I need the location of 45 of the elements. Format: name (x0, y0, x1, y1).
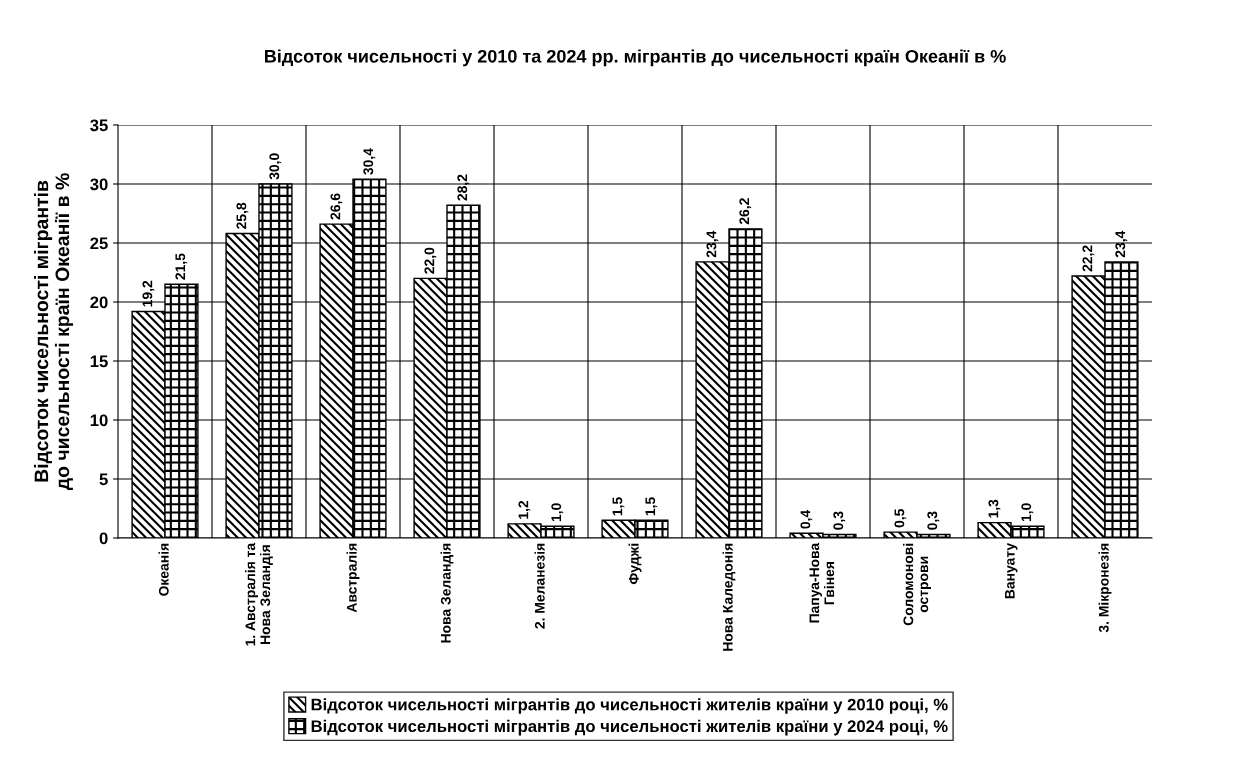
data-label: 23,4 (706, 230, 719, 258)
data-label: 1,2 (518, 500, 531, 519)
data-label: 1,5 (612, 497, 625, 516)
x-tick-label: Нова Каледонія (722, 543, 736, 651)
data-label: 26,6 (330, 193, 343, 220)
data-label: 0,3 (833, 511, 846, 530)
y-tick-label: 10 (90, 414, 108, 427)
x-tick-label: Океанія (158, 543, 169, 596)
data-label: 1,0 (551, 503, 564, 522)
data-label: 25,8 (236, 202, 249, 229)
x-tick-label: Вануату (1005, 542, 1018, 599)
y-tick-label: 25 (90, 237, 108, 250)
chart-title: Відсоток чисельності у 2010 та 2024 рр. мігрантів до чисельності країн Океанії в % (264, 49, 1006, 67)
data-label: 1,3 (988, 499, 1001, 518)
legend-label: Відсоток чисельності мігрантів до чисельності жителів країни у 2010 році, % (311, 698, 948, 714)
x-tick-label: 2. Меланезія (534, 543, 545, 629)
y-tick-label: 35 (90, 119, 108, 132)
data-label: 21,5 (175, 253, 188, 280)
data-label: 1,0 (1021, 503, 1034, 522)
data-label: 0,4 (800, 509, 813, 529)
data-label: 22,2 (1082, 245, 1095, 272)
x-tick-label: 1. Австралія та Нова Зеландія (245, 542, 273, 646)
x-tick-label: Фуджі (628, 543, 642, 585)
y-tick-label: 5 (99, 473, 108, 486)
x-tick-label: 3. Мікронезія (1098, 543, 1112, 633)
x-tick-label: Нова Зеландія (440, 543, 454, 643)
data-label: 23,4 (1115, 230, 1128, 258)
x-tick-label: Австралія (346, 543, 360, 613)
data-label: 1,5 (645, 497, 658, 516)
data-label: 28,2 (457, 174, 470, 201)
data-label: 30,0 (269, 153, 282, 180)
x-tick-label: Папуа-Нова Гвінея (809, 542, 835, 623)
y-tick-label: 0 (99, 532, 108, 545)
data-label: 0,5 (894, 509, 907, 528)
data-label: 19,2 (142, 280, 155, 307)
data-label: 26,2 (739, 198, 752, 225)
data-label: 30,4 (363, 148, 376, 175)
data-label: 0,3 (927, 511, 940, 530)
y-axis-title: Відсоток чисельності мігрантів до чисельності країн Океанії в % (34, 173, 74, 491)
y-tick-label: 30 (90, 178, 108, 191)
legend-label: Відсоток чисельності мігрантів до чисельності жителів країни у 2024 році, % (311, 719, 948, 736)
y-tick-label: 20 (90, 296, 108, 309)
data-label: 22,0 (424, 247, 437, 274)
y-tick-label: 15 (90, 355, 108, 368)
x-tick-label: Соломонові острови (903, 543, 931, 626)
